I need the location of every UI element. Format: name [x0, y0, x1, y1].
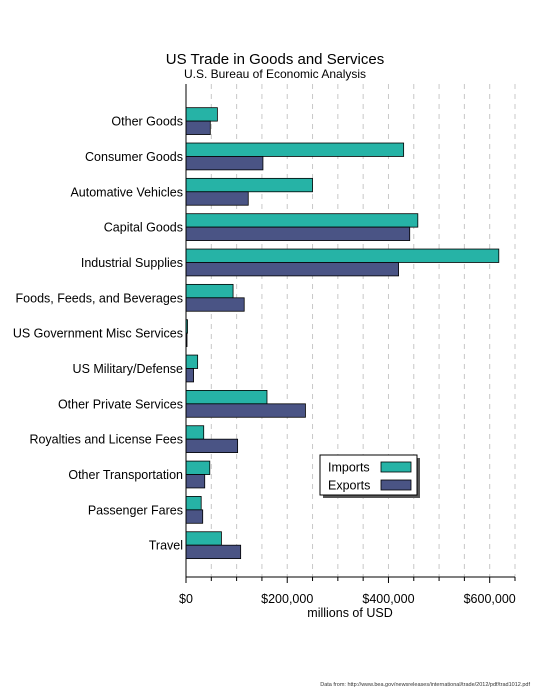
category-label: US Government Misc Services [13, 327, 183, 341]
imports-bar [185, 107, 218, 122]
imports-bar [185, 390, 268, 405]
exports-bar [185, 156, 264, 171]
category-label: Automative Vehicles [70, 185, 183, 199]
category-label: Other Private Services [58, 397, 183, 411]
legend-label: Imports [328, 461, 370, 475]
category-label: Industrial Supplies [81, 256, 183, 270]
x-tick-label: $400,000 [362, 592, 414, 606]
imports-bar [185, 496, 202, 511]
category-label: Passenger Fares [88, 503, 183, 517]
exports-bar [185, 297, 245, 312]
legend-label: Exports [328, 479, 370, 493]
exports-bar [185, 368, 194, 383]
category-label: Foods, Feeds, and Beverages [16, 291, 183, 305]
imports-bar [185, 177, 313, 193]
chart-subtitle: U.S. Bureau of Economic Analysis [184, 67, 366, 81]
category-labels: Other Goods Consumer Goods Automative Vehi… [13, 115, 183, 553]
x-tick-labels: $0 $200,000 $400,000 $600,000 [179, 592, 516, 606]
exports-bar [185, 509, 204, 524]
imports-bar [185, 142, 405, 157]
category-label: Royalties and License Fees [29, 433, 183, 447]
category-label: Travel [149, 539, 183, 553]
imports-bar [185, 248, 500, 263]
x-axis-title: millions of USD [307, 606, 392, 620]
imports-bar [185, 460, 211, 475]
category-label: Consumer Goods [85, 150, 183, 164]
exports-bar [185, 120, 211, 135]
imports-bar [185, 283, 234, 299]
category-label: Other Transportation [68, 468, 183, 482]
exports-bar [185, 191, 249, 206]
legend: Imports Exports [319, 454, 420, 498]
source-note: Data from: http://www.bea.gov/newsreleas… [320, 682, 530, 688]
chart-title: US Trade in Goods and Services [166, 51, 384, 68]
imports-bar [185, 531, 222, 546]
category-label: Capital Goods [104, 221, 183, 235]
imports-bar [185, 354, 199, 369]
exports-bar [185, 226, 411, 241]
category-label: US Military/Defense [73, 362, 183, 376]
axes [185, 84, 516, 583]
exports-bar [185, 474, 206, 489]
x-tick-label: $600,000 [464, 592, 516, 606]
exports-bar [185, 544, 242, 560]
legend-swatch [380, 479, 412, 491]
exports-bar [185, 438, 239, 454]
category-label: Other Goods [111, 115, 183, 129]
bars [185, 107, 500, 560]
imports-bar [185, 213, 419, 228]
exports-bar [185, 262, 399, 277]
x-tick-label: $200,000 [261, 592, 313, 606]
x-tick-label: $0 [179, 592, 193, 606]
imports-bar [185, 425, 205, 440]
legend-swatch [380, 461, 412, 473]
exports-bar [185, 403, 306, 418]
